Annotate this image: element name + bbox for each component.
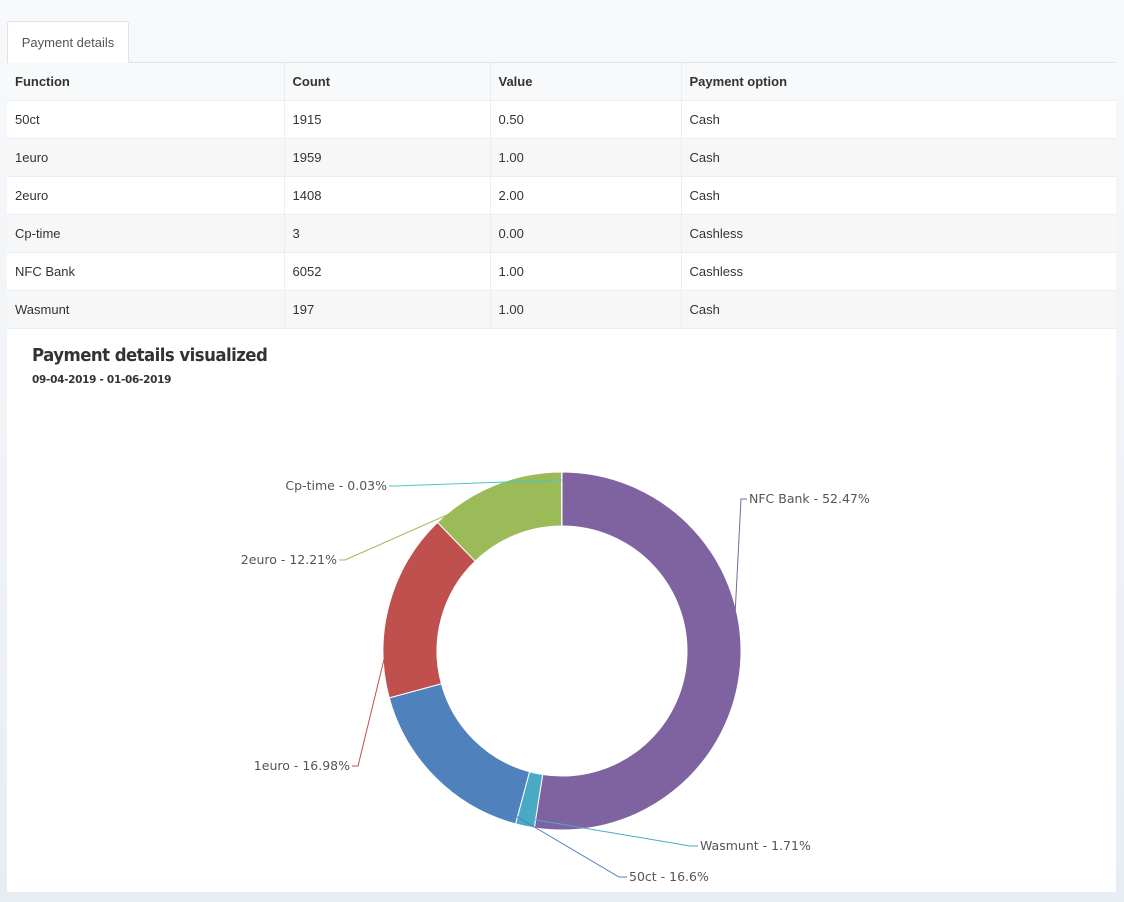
slice-label-1euro: 1euro - 16.98% xyxy=(254,758,350,773)
table-header-row: Function Count Value Payment option xyxy=(7,63,1116,101)
cell-payment-option: Cash xyxy=(681,176,1116,215)
cell-count: 197 xyxy=(284,290,491,329)
leader-line-2euro xyxy=(339,492,498,561)
cell-function: 50ct xyxy=(7,100,285,139)
payment-details-panel: Function Count Value Payment option 50ct… xyxy=(7,62,1116,892)
slice-nfc-bank[interactable] xyxy=(533,471,742,831)
table-row: 1euro 1959 1.00 Cash xyxy=(7,138,1116,177)
cell-function: NFC Bank xyxy=(7,252,285,291)
slice-label-50ct: 50ct - 16.6% xyxy=(629,869,709,884)
chart-title: Payment details visualized xyxy=(32,345,268,366)
cell-payment-option: Cashless xyxy=(681,214,1116,253)
leader-line-cp-time xyxy=(389,479,562,487)
leader-line-wasmunt xyxy=(526,817,698,847)
cell-payment-option: Cash xyxy=(681,100,1116,139)
cell-count: 6052 xyxy=(284,252,491,291)
column-header-function[interactable]: Function xyxy=(7,63,285,101)
cell-value: 1.00 xyxy=(490,252,682,291)
payment-details-table: Function Count Value Payment option 50ct… xyxy=(7,63,1116,329)
slice-label-wasmunt: Wasmunt - 1.71% xyxy=(700,838,811,853)
slice-50ct[interactable] xyxy=(388,683,531,825)
cell-value: 2.00 xyxy=(490,176,682,215)
cell-payment-option: Cash xyxy=(681,290,1116,329)
donut-chart: NFC Bank - 52.47% Wasmunt - 1.71% 50ct - 1… xyxy=(241,471,870,884)
cell-count: 1959 xyxy=(284,138,491,177)
cell-function: 2euro xyxy=(7,176,285,215)
tab-payment-details[interactable]: Payment details xyxy=(7,21,129,63)
cell-value: 0.00 xyxy=(490,214,682,253)
slice-label-cp-time: Cp-time - 0.03% xyxy=(285,478,387,493)
column-header-payment-option[interactable]: Payment option xyxy=(681,63,1116,101)
column-header-count[interactable]: Count xyxy=(284,63,491,101)
column-header-value[interactable]: Value xyxy=(490,63,682,101)
cell-count: 1408 xyxy=(284,176,491,215)
cell-count: 3 xyxy=(284,214,491,253)
table-row: 50ct 1915 0.50 Cash xyxy=(7,100,1116,139)
table-row: Wasmunt 197 1.00 Cash xyxy=(7,290,1116,329)
table-row: Cp-time 3 0.00 Cashless xyxy=(7,214,1116,253)
table-row: NFC Bank 6052 1.00 Cashless xyxy=(7,252,1116,291)
cell-function: Cp-time xyxy=(7,214,285,253)
cell-function: Wasmunt xyxy=(7,290,285,329)
cell-value: 1.00 xyxy=(490,138,682,177)
cell-function: 1euro xyxy=(7,138,285,177)
leader-line-1euro xyxy=(352,605,398,767)
table-row: 2euro 1408 2.00 Cash xyxy=(7,176,1116,215)
cell-payment-option: Cash xyxy=(681,138,1116,177)
slice-1euro[interactable] xyxy=(382,521,476,699)
chart-subtitle: 09-04-2019 - 01-06-2019 xyxy=(32,374,172,386)
leader-line-nfc-bank xyxy=(731,498,747,665)
slice-label-nfc-bank: NFC Bank - 52.47% xyxy=(749,491,870,506)
slice-label-2euro: 2euro - 12.21% xyxy=(241,552,337,567)
cell-payment-option: Cashless xyxy=(681,252,1116,291)
leader-line-50ct xyxy=(440,771,627,878)
cell-value: 1.00 xyxy=(490,290,682,329)
cell-value: 0.50 xyxy=(490,100,682,139)
cell-count: 1915 xyxy=(284,100,491,139)
